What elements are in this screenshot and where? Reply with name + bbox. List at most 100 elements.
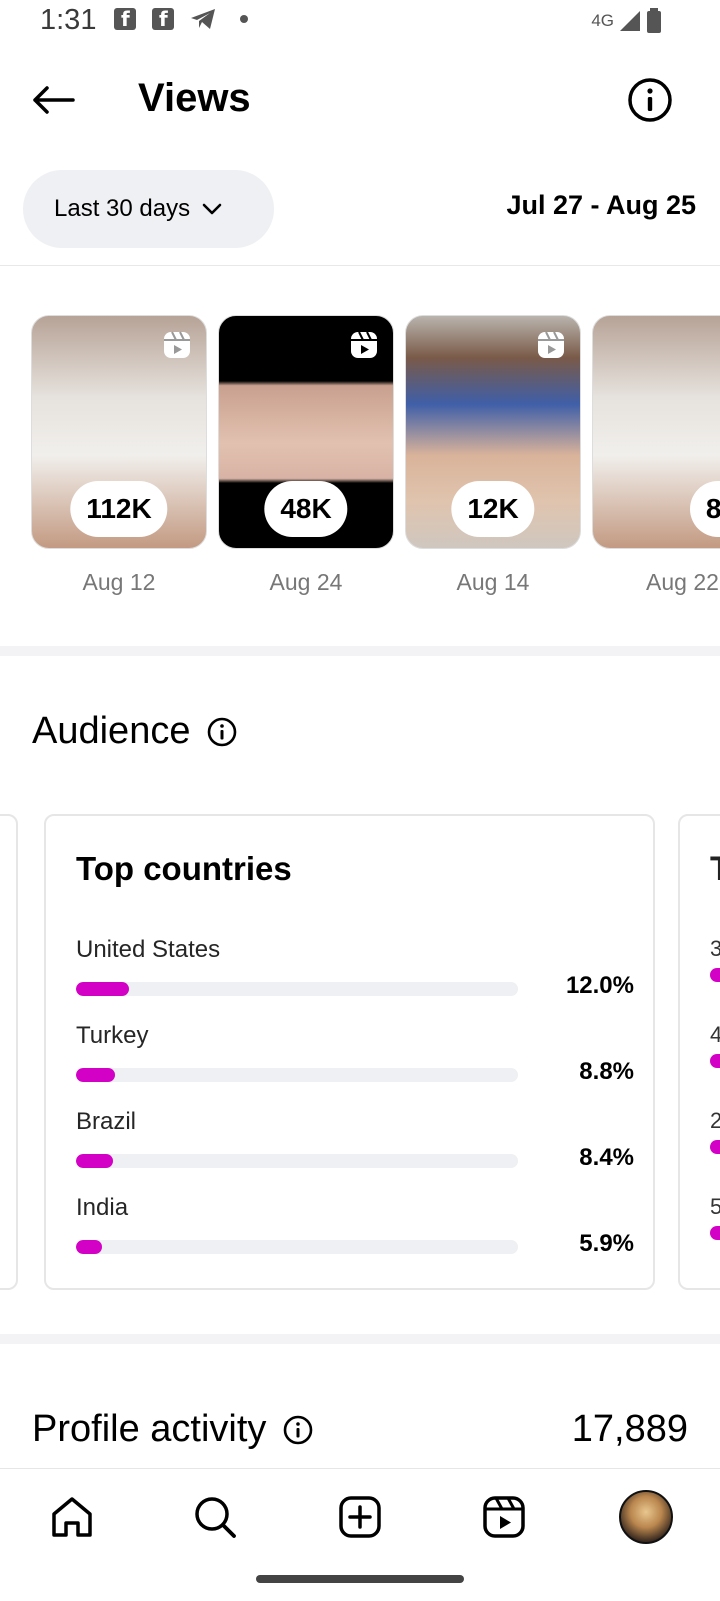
country-name: United States xyxy=(76,936,221,963)
row-label: 3 xyxy=(710,936,720,962)
back-button[interactable] xyxy=(28,78,78,122)
reel-thumbnail[interactable]: 48K xyxy=(218,315,394,549)
section-divider xyxy=(0,646,720,656)
reel-card[interactable]: 48K Aug 24 xyxy=(218,315,394,596)
chevron-down-icon xyxy=(202,203,222,215)
country-row: Turkey 8.8% xyxy=(76,1022,634,1092)
network-type: 4G xyxy=(591,11,614,30)
profile-avatar xyxy=(619,1490,673,1544)
country-bar-track xyxy=(76,1240,518,1254)
date-range-label: Last 30 days xyxy=(54,195,191,222)
home-icon xyxy=(52,1497,92,1537)
reel-card[interactable]: 112K Aug 12 xyxy=(31,315,207,596)
reel-date: Aug 22 xyxy=(646,569,719,595)
profile-activity-title: Profile activity xyxy=(32,1408,267,1450)
country-percent: 8.8% xyxy=(579,1058,634,1085)
top-content-carousel[interactable]: 112K Aug 12 48K Aug 24 12K Aug 14 8.8K A… xyxy=(0,315,720,605)
card-title: Top countries xyxy=(76,850,292,887)
reels-icon xyxy=(538,331,564,358)
ghost-row: 5 xyxy=(710,1194,720,1240)
reels-icon xyxy=(164,331,190,358)
ghost-row: 2 xyxy=(710,1108,720,1154)
row-label: 4 xyxy=(710,1022,720,1048)
signal-icon xyxy=(620,11,640,31)
reel-date: Aug 12 xyxy=(82,569,156,595)
country-name: Brazil xyxy=(76,1108,137,1135)
country-percent: 12.0% xyxy=(565,972,634,999)
country-percent: 5.9% xyxy=(579,1230,634,1257)
date-range-dropdown[interactable]: Last 30 days xyxy=(23,170,274,248)
profile-activity-row[interactable]: Profile activity 17,889 xyxy=(0,1408,720,1468)
country-bar-fill xyxy=(76,1154,114,1168)
reel-date: Aug 24 xyxy=(269,569,343,595)
country-bar-fill xyxy=(76,1240,103,1254)
country-bar-track xyxy=(76,982,518,996)
status-bar: 1:31 4G xyxy=(0,0,720,44)
search-icon xyxy=(195,1497,236,1538)
battery-icon xyxy=(647,8,661,33)
facebook-notification-icon xyxy=(152,7,174,31)
country-bar-fill xyxy=(76,982,130,996)
profile-activity-heading: Profile activity xyxy=(32,1408,314,1451)
bottom-navigation xyxy=(0,1468,720,1601)
row-label: 2 xyxy=(710,1108,720,1134)
facebook-notification-icon xyxy=(114,7,136,31)
home-indicator[interactable] xyxy=(256,1575,464,1583)
reel-card[interactable]: 12K Aug 14 xyxy=(405,315,581,596)
reel-views-pill: 12K xyxy=(451,481,535,537)
more-notifications-dot-icon xyxy=(240,15,248,23)
nav-home[interactable] xyxy=(42,1487,102,1547)
nav-profile[interactable] xyxy=(616,1487,676,1547)
reel-views-pill: 48K xyxy=(264,481,348,537)
create-icon xyxy=(339,1496,381,1538)
next-audience-card[interactable]: T 3 4 2 5 xyxy=(678,814,720,1290)
row-bar xyxy=(710,1226,720,1240)
back-arrow-icon xyxy=(33,86,75,114)
nav-search[interactable] xyxy=(185,1487,245,1547)
notification-icons xyxy=(114,7,248,31)
status-time: 1:31 xyxy=(40,4,97,36)
date-range-text: Jul 27 - Aug 25 xyxy=(506,190,696,220)
info-button[interactable] xyxy=(626,76,674,124)
reels-icon xyxy=(483,1496,525,1538)
reel-card[interactable]: 8.8K Aug 22 xyxy=(592,315,720,596)
previous-audience-card[interactable] xyxy=(0,814,18,1290)
country-row: India 5.9% xyxy=(76,1194,634,1264)
row-bar xyxy=(710,1054,720,1068)
info-icon[interactable] xyxy=(206,716,238,748)
reel-views-pill: 8.8K xyxy=(689,481,720,537)
ghost-row: 3 xyxy=(710,936,720,982)
country-bar-fill xyxy=(76,1068,115,1082)
row-bar xyxy=(710,968,720,982)
country-name: India xyxy=(76,1194,129,1221)
country-row: United States 12.0% xyxy=(76,936,634,1006)
top-countries-card[interactable]: Top countries United States 12.0% Turkey… xyxy=(44,814,655,1290)
reel-views-pill: 112K xyxy=(70,481,168,537)
ghost-row: 4 xyxy=(710,1022,720,1068)
reel-thumbnail[interactable]: 12K xyxy=(405,315,581,549)
row-bar xyxy=(710,1140,720,1154)
divider xyxy=(0,265,720,266)
header: Views xyxy=(0,60,720,140)
reel-thumbnail[interactable]: 112K xyxy=(31,315,207,549)
row-label: 5 xyxy=(710,1194,720,1220)
country-row: Brazil 8.4% xyxy=(76,1108,634,1178)
status-indicators: 4G xyxy=(591,8,662,34)
page-title: Views xyxy=(138,76,251,120)
info-icon[interactable] xyxy=(282,1414,314,1446)
nav-reels[interactable] xyxy=(474,1487,534,1547)
reel-date: Aug 14 xyxy=(456,569,530,595)
audience-title: Audience xyxy=(32,710,191,752)
telegram-notification-icon xyxy=(191,9,215,29)
section-divider xyxy=(0,1334,720,1344)
nav-create[interactable] xyxy=(330,1487,390,1547)
reel-thumbnail[interactable]: 8.8K xyxy=(592,315,720,549)
country-bar-track xyxy=(76,1068,518,1082)
filter-row: Last 30 days Jul 27 - Aug 25 xyxy=(0,170,720,250)
country-bar-track xyxy=(76,1154,518,1168)
audience-heading: Audience xyxy=(32,710,238,753)
country-percent: 8.4% xyxy=(579,1144,634,1171)
profile-activity-value: 17,889 xyxy=(571,1408,688,1450)
card-title: T xyxy=(710,850,720,889)
info-icon xyxy=(628,78,672,122)
